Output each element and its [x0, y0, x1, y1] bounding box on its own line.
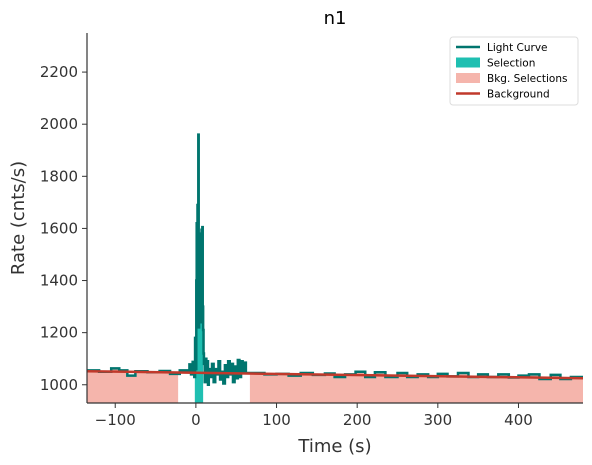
legend: Light Curve Selection Bkg. Selections Backg…: [449, 36, 579, 106]
y-tick-label: 1800: [40, 167, 78, 185]
background-fit-layer: [87, 369, 583, 380]
bkg-selections-layer: [87, 368, 583, 403]
legend-label-3: Bkg. Selections: [487, 73, 567, 85]
y-tick-label: 1200: [40, 324, 78, 342]
x-tick-label: −100: [95, 411, 136, 429]
legend-swatch-3: [456, 73, 480, 83]
chart-title: n1: [324, 8, 347, 29]
background-fit-line: [87, 369, 583, 380]
x-tick-label: 300: [424, 411, 453, 429]
x-tick-label: 200: [343, 411, 372, 429]
y-tick-label: 1400: [40, 272, 78, 290]
x-tick-label: 0: [191, 411, 201, 429]
y-tick-label: 2200: [40, 63, 78, 81]
legend-label-1: Light Curve: [487, 42, 548, 54]
y-tick-label: 1000: [40, 376, 78, 394]
light-curve-line: [87, 133, 583, 387]
legend-label-2: Selection: [487, 58, 535, 70]
y-tick-label: 1600: [40, 219, 78, 237]
legend-box: [449, 36, 579, 106]
light-curve-layer: [87, 133, 583, 387]
legend-swatch-2: [456, 57, 480, 68]
x-tick-label: 100: [262, 411, 291, 429]
x-axis-label: Time (s): [297, 436, 371, 457]
legend-label-4: Background: [487, 89, 550, 101]
y-tick-label: 2000: [40, 115, 78, 133]
bkg-selection-region-2: [249, 371, 583, 403]
bkg-selection-region-1: [87, 368, 179, 403]
axes: −100 0 100 200 300 400 1000 1200 1400 1600 1800 200…: [40, 33, 583, 429]
y-axis-label: Rate (cnts/s): [8, 161, 29, 275]
x-tick-label: 400: [504, 411, 533, 429]
